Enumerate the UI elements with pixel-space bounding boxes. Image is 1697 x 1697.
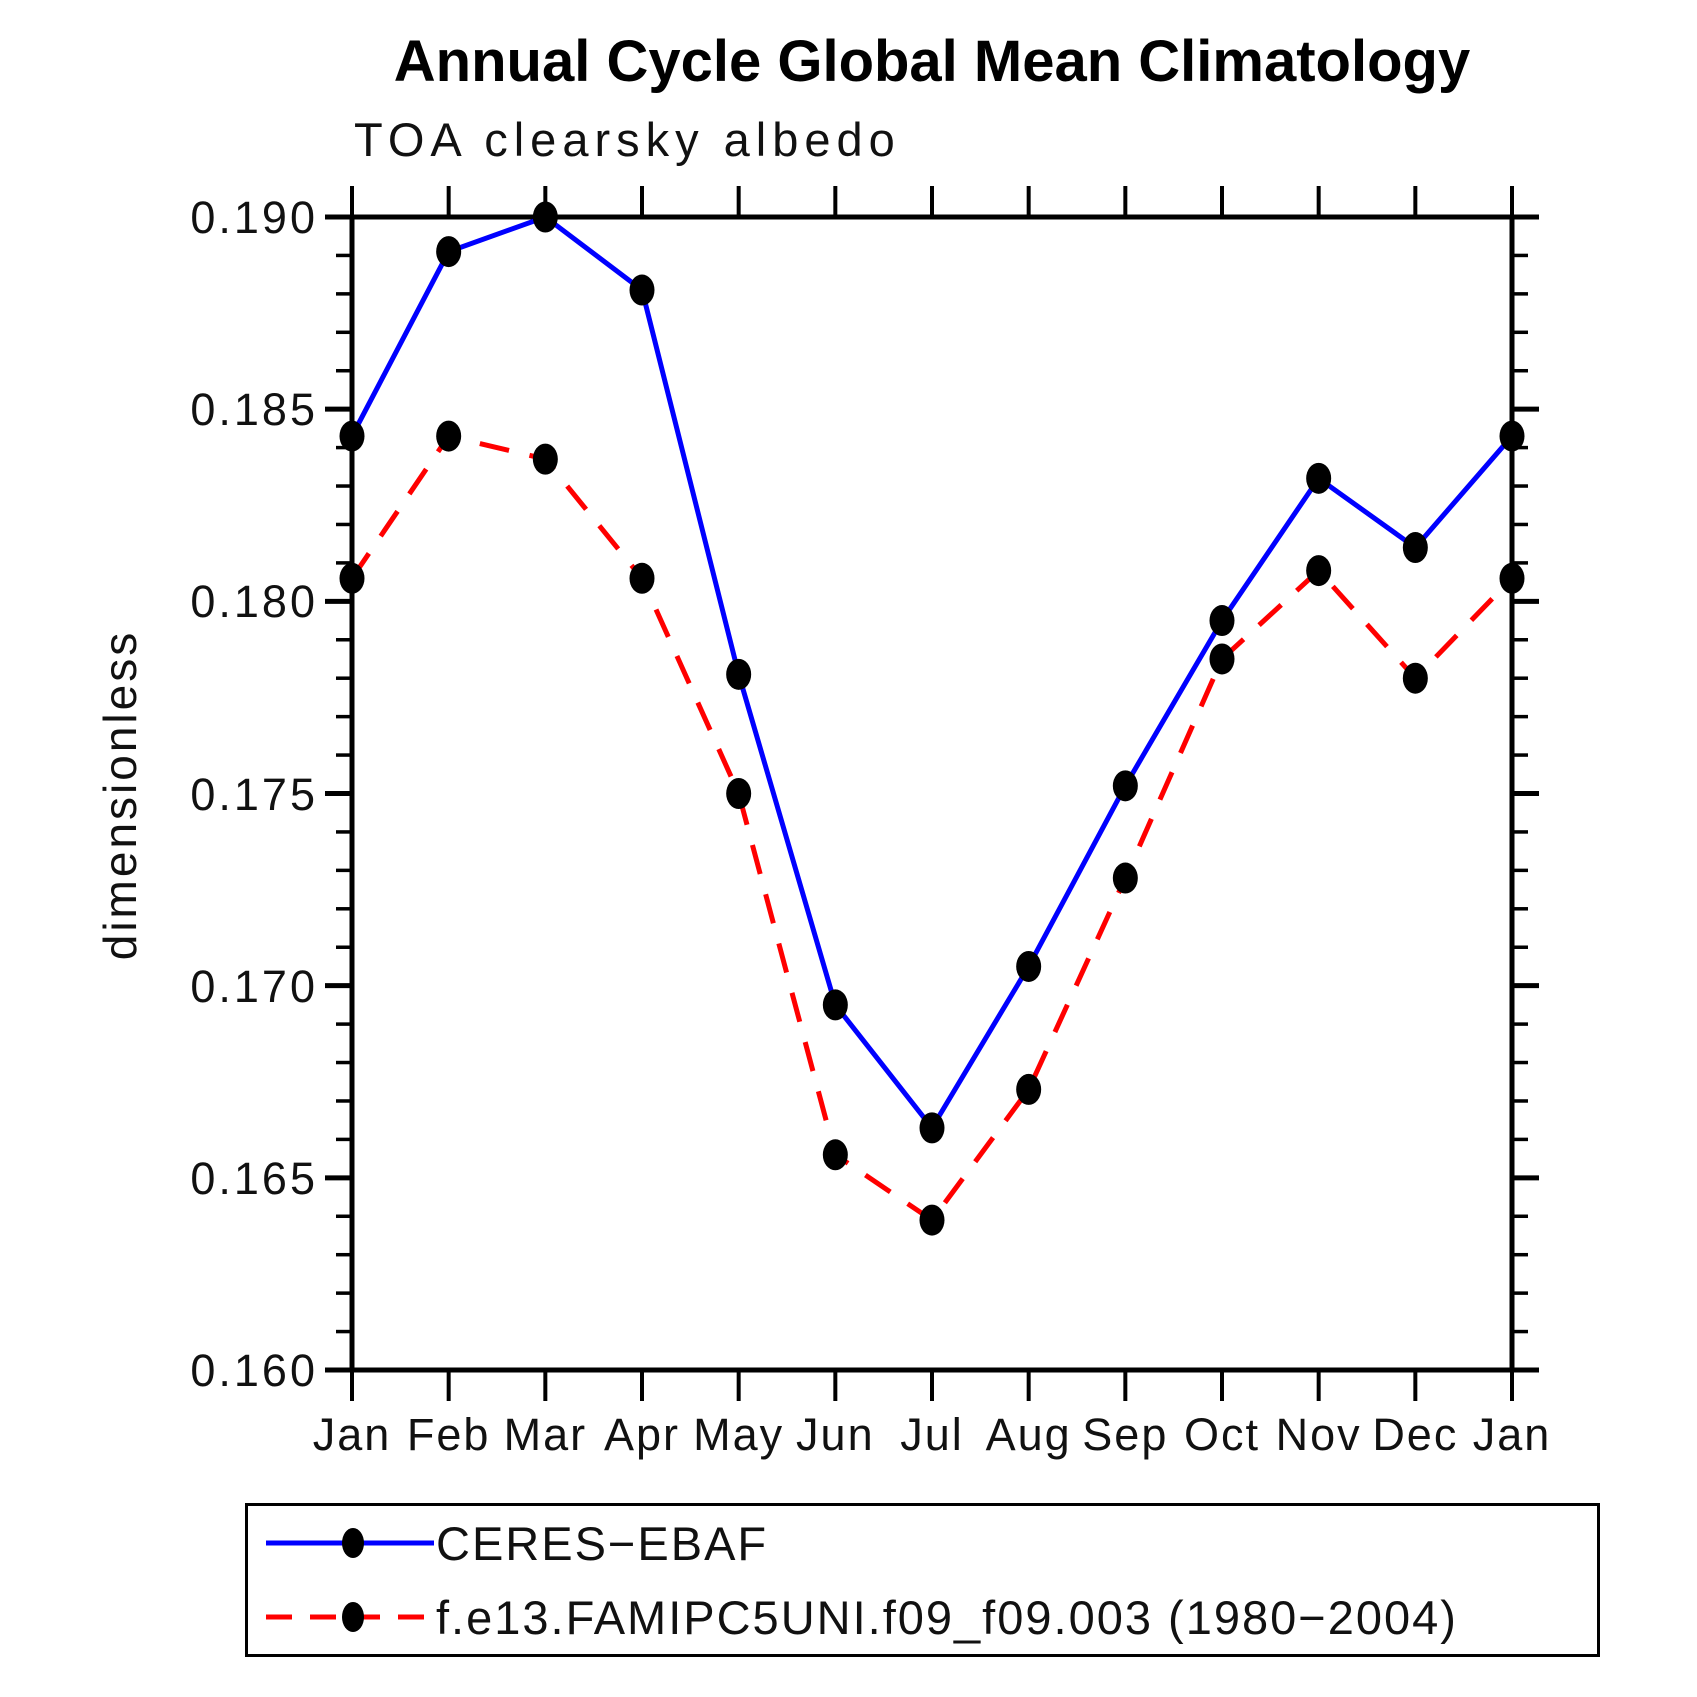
data-point-marker (919, 1204, 945, 1236)
y-tick-label: 0.160 (190, 1345, 318, 1396)
data-point-marker (1016, 1073, 1042, 1105)
data-point-marker (629, 274, 655, 306)
data-point-marker (339, 562, 365, 594)
x-tick-label: Jan (1472, 1409, 1552, 1460)
data-point-marker (1499, 562, 1525, 594)
x-tick-label: Jan (312, 1409, 392, 1460)
chart-title: Annual Cycle Global Mean Climatology (393, 29, 1471, 94)
plot-frame (349, 214, 1515, 1373)
data-point-marker (1402, 662, 1428, 694)
x-tick-label: Dec (1372, 1409, 1459, 1460)
x-tick-label: Sep (1082, 1409, 1169, 1460)
legend-sample-line-model (248, 1597, 436, 1637)
data-point-marker (726, 778, 752, 809)
data-point-marker (532, 201, 558, 233)
x-tick-label: Nov (1275, 1409, 1362, 1460)
legend-label-obs: CERES−EBAF (436, 1516, 769, 1570)
data-point-marker (629, 562, 655, 594)
legend-sample-line-obs (248, 1523, 436, 1563)
y-tick-label: 0.170 (190, 960, 318, 1012)
x-tick-label: Feb (406, 1409, 491, 1460)
data-point-marker (726, 658, 752, 690)
legend-box: CERES−EBAF f.e13.FAMIPC5UNI.f09_f09.003 … (245, 1503, 1600, 1657)
legend-sample-marker (342, 1602, 364, 1632)
x-tick-label: Mar (503, 1409, 588, 1460)
legend-sample-marker (342, 1528, 364, 1558)
x-tick-label: May (693, 1409, 785, 1460)
y-tick-label: 0.180 (190, 576, 318, 628)
data-point-marker (1306, 555, 1332, 587)
series-line-model (349, 433, 1514, 1224)
legend-entry-model: f.e13.FAMIPC5UNI.f09_f09.003 (1980−2004) (248, 1581, 1597, 1653)
data-point-marker (1112, 770, 1138, 802)
data-point-marker (1112, 862, 1138, 894)
y-tick-label: 0.185 (190, 384, 318, 436)
x-tick-label: Jul (900, 1409, 964, 1460)
x-tick-label: Aug (985, 1409, 1072, 1460)
data-point-marker (532, 443, 558, 475)
data-point-marker (822, 989, 848, 1021)
data-point-marker (1402, 532, 1428, 564)
series-line-obs (349, 214, 1514, 1133)
data-point-marker (822, 1139, 848, 1171)
x-tick-label: Jun (796, 1409, 875, 1460)
legend-label-model: f.e13.FAMIPC5UNI.f09_f09.003 (1980−2004) (436, 1590, 1458, 1644)
data-point-marker (1209, 605, 1235, 637)
data-point-marker (1209, 643, 1235, 675)
data-point-marker (1499, 420, 1525, 452)
data-point-marker (436, 420, 462, 452)
data-point-marker (1016, 950, 1042, 982)
data-point-marker (436, 236, 462, 268)
x-tick-label: Oct (1183, 1409, 1260, 1460)
x-tick-label: Apr (603, 1409, 681, 1460)
data-point-marker (919, 1112, 945, 1144)
chart-subtitle: TOA clearsky albedo (354, 113, 901, 166)
y-tick-label: 0.175 (190, 768, 318, 820)
legend-entry-obs: CERES−EBAF (248, 1507, 1597, 1579)
y-tick-label: 0.165 (190, 1152, 318, 1204)
y-tick-label: 0.190 (190, 192, 318, 243)
data-point-marker (339, 420, 365, 452)
data-point-marker (1306, 462, 1332, 494)
